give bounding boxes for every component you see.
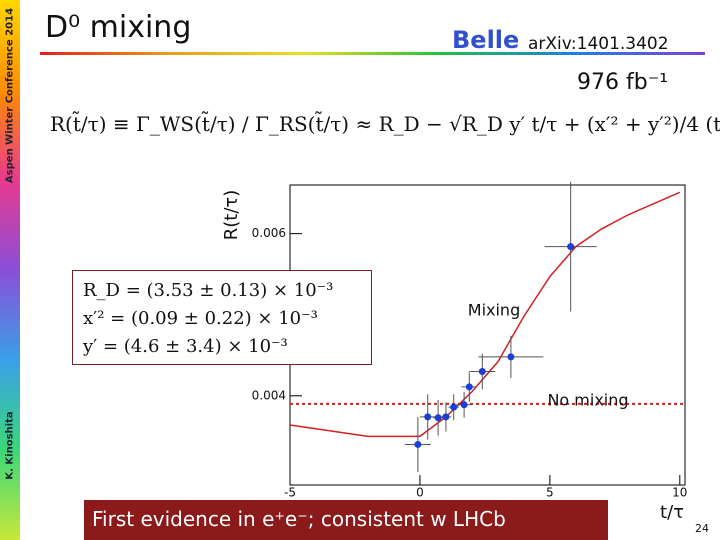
data-point xyxy=(442,413,450,421)
results-box: R_D = (3.53 ± 0.13) × 10⁻³ x′² = (0.09 ±… xyxy=(72,270,372,365)
luminosity: 976 fb⁻¹ xyxy=(577,70,669,95)
reference: arXiv:1401.3402 xyxy=(528,34,669,54)
result: R_D = (3.53 ± 0.13) × 10⁻³ xyxy=(83,280,334,301)
data-point xyxy=(478,367,486,375)
y-axis-label: R(t/τ) xyxy=(221,190,242,241)
data-point xyxy=(460,401,468,409)
title: D⁰ mixing xyxy=(45,10,192,45)
title-rule xyxy=(40,52,705,55)
side-bar xyxy=(0,0,20,540)
data-point xyxy=(414,440,422,448)
experiment: Belle xyxy=(452,26,520,54)
data-point xyxy=(434,414,442,422)
x-tick-label: 0 xyxy=(416,486,424,500)
data-point xyxy=(450,403,458,411)
x-tick-label: -5 xyxy=(284,486,296,500)
y-tick-label: 0.006 xyxy=(252,226,286,240)
data-point xyxy=(424,413,432,421)
data-point xyxy=(567,243,575,251)
annotation: No mixing xyxy=(547,391,628,410)
result: x′² = (0.09 ± 0.22) × 10⁻³ xyxy=(83,308,318,329)
annotation: Mixing xyxy=(468,301,520,320)
y-tick-label: 0.004 xyxy=(252,388,286,402)
x-tick-label: 5 xyxy=(546,486,554,500)
banner xyxy=(84,500,608,540)
data-point xyxy=(465,383,473,391)
x-axis-label: t/τ xyxy=(660,502,684,523)
formula: R(t̃/τ) ≡ Γ_WS(t̃/τ) / Γ_RS(t̃/τ) ≈ R_D … xyxy=(50,112,720,136)
data-point xyxy=(507,353,515,361)
banner-text: First evidence in e⁺e⁻; consistent w LHC… xyxy=(92,507,506,531)
result: y′ = (4.6 ± 3.4) × 10⁻³ xyxy=(83,336,288,357)
x-tick-label: 10 xyxy=(672,486,687,500)
page-number: 24 xyxy=(695,522,709,535)
